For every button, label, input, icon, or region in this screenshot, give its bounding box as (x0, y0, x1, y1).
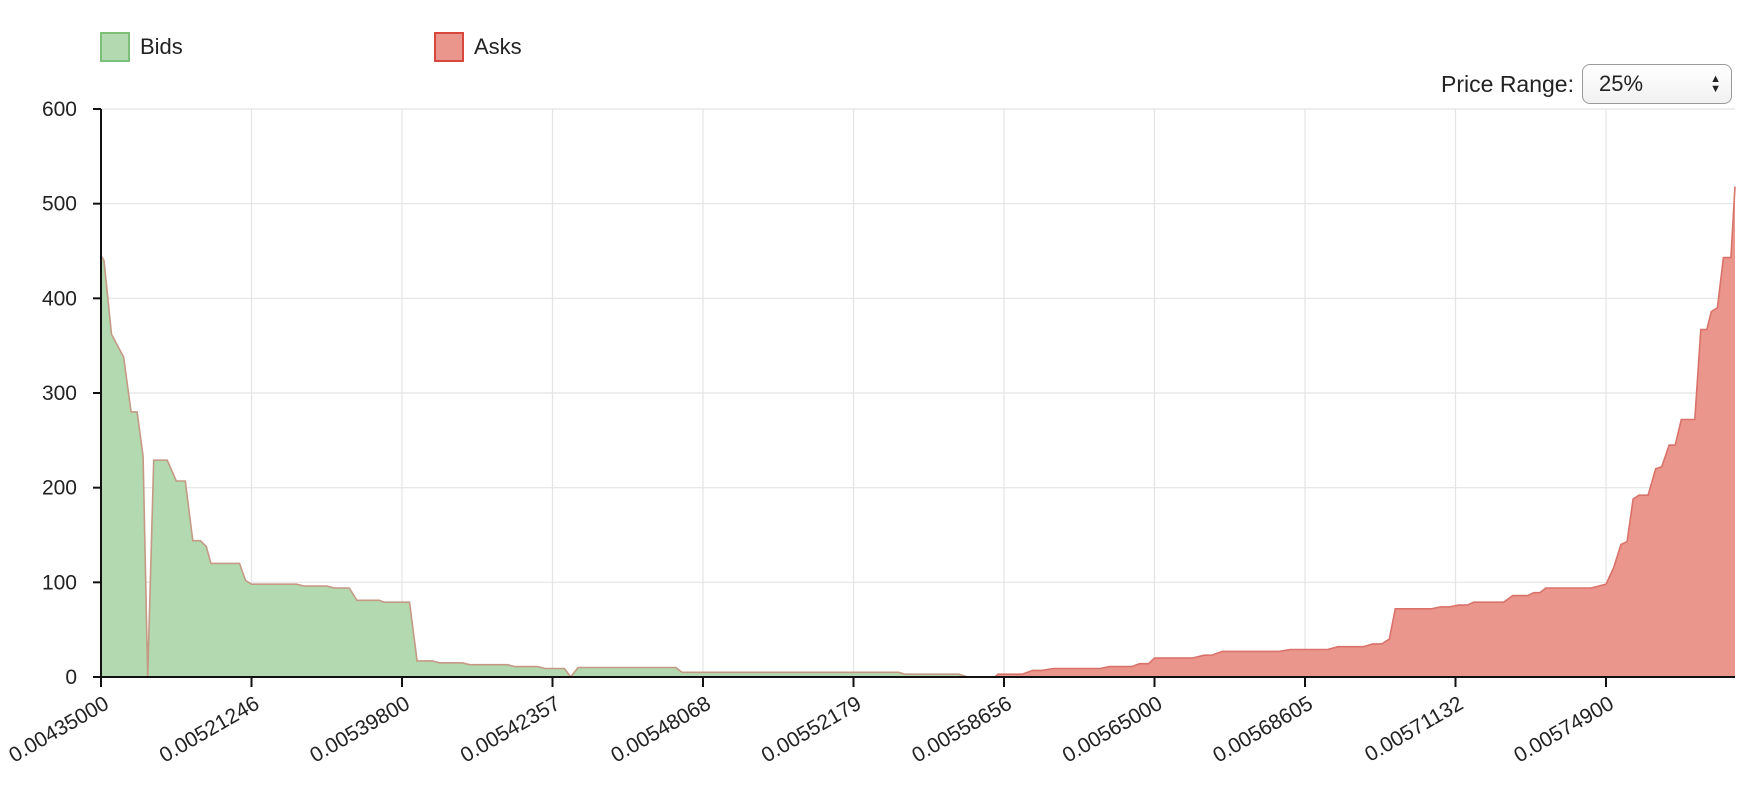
select-arrows-icon: ▲ ▼ (1710, 73, 1721, 95)
line-asks (976, 186, 1736, 678)
x-tick-label-6: 0.00558656 (908, 692, 1016, 767)
price-range-value: 25% (1599, 71, 1644, 96)
line-bids (100, 255, 977, 679)
legend-item-asks[interactable]: Asks (434, 32, 522, 62)
area-bids (101, 255, 977, 677)
legend-item-bids[interactable]: Bids (100, 32, 183, 62)
legend-swatch-bids (100, 32, 130, 62)
x-tick-label-9: 0.00571132 (1361, 692, 1467, 767)
y-tick-label-1: 100 (42, 571, 77, 594)
area-asks (976, 186, 1735, 677)
x-axis-ticks: 0.00435000 0.00521246 0.00539800 0.00542357… (5, 677, 1618, 767)
legend-swatch-asks (434, 32, 464, 62)
x-tick-label-7: 0.00565000 (1059, 692, 1167, 767)
x-tick-label-1: 0.00521246 (156, 692, 264, 767)
x-tick-label-10: 0.00574900 (1510, 692, 1618, 767)
price-range-select[interactable]: 25% ▲ ▼ (1582, 64, 1732, 104)
y-tick-label-3: 300 (42, 382, 77, 405)
x-tick-label-8: 0.00568605 (1209, 692, 1317, 767)
legend-label-bids: Bids (140, 34, 183, 59)
depth-areas (100, 186, 1736, 679)
y-axis-ticks: 0 100 200 300 400 500 600 (42, 98, 101, 689)
y-tick-label-0: 0 (65, 666, 77, 689)
legend-label-asks: Asks (474, 34, 522, 59)
grid-lines (101, 108, 1735, 677)
x-tick-label-0: 0.00435000 (5, 692, 113, 767)
x-tick-label-3: 0.00542357 (457, 692, 565, 767)
price-range-control: Price Range: 25% ▲ ▼ (1441, 64, 1732, 104)
price-range-label: Price Range: (1441, 70, 1574, 97)
y-tick-label-6: 600 (42, 98, 77, 121)
y-tick-label-2: 200 (42, 477, 77, 500)
x-tick-label-2: 0.00539800 (306, 692, 414, 767)
y-tick-label-5: 500 (42, 193, 77, 216)
y-tick-label-4: 400 (42, 287, 77, 310)
x-tick-label-5: 0.00552179 (758, 692, 866, 767)
x-tick-label-4: 0.00548068 (607, 692, 715, 767)
